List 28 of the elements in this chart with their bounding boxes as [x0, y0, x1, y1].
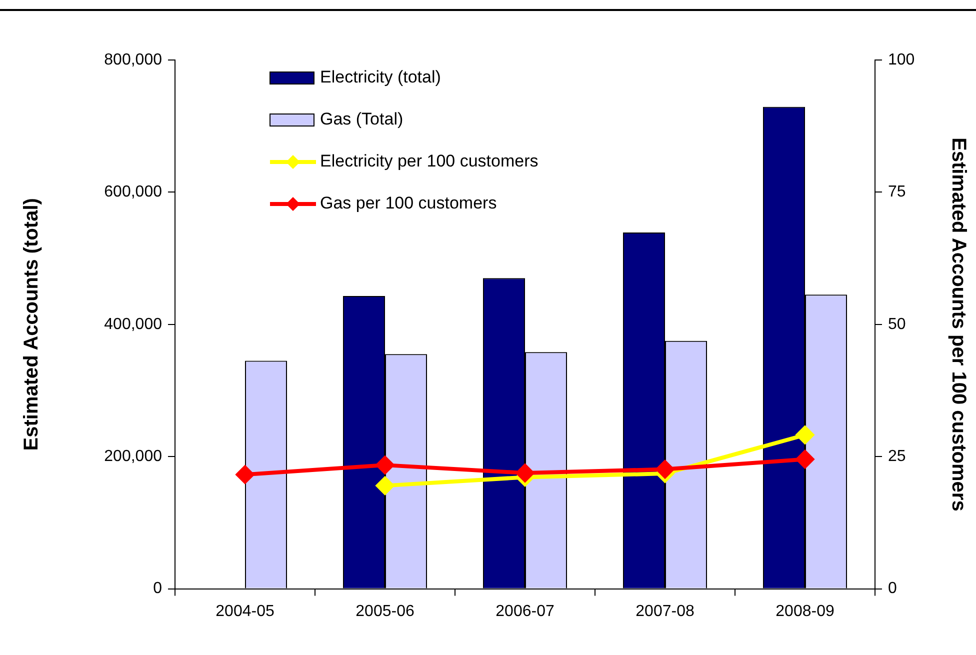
- y-axis-title: Estimated Accounts (total): [20, 198, 43, 451]
- y2-tick-label: 100: [888, 51, 915, 68]
- y-tick-label: 0: [153, 580, 162, 598]
- point: [516, 464, 534, 482]
- legend-label: Electricity per 100 customers: [320, 152, 538, 171]
- point: [376, 476, 394, 495]
- y-tick-label: 200,000: [104, 448, 162, 466]
- x-tick-label: 2004-05: [216, 602, 274, 620]
- x-tick-label: 2007-08: [636, 602, 694, 620]
- y-tick-label: 800,000: [104, 51, 162, 68]
- y2-tick-label: 0: [888, 580, 897, 598]
- y-tick-label: 600,000: [104, 184, 162, 201]
- legend-label: Electricity (total): [320, 68, 441, 87]
- x-tick-label: 2008-09: [776, 602, 834, 620]
- y-tick-label: 400,000: [104, 316, 162, 333]
- legend-label: Gas per 100 customers: [320, 194, 497, 213]
- y2-axis-title: Estimated Accounts per 100 customers: [947, 137, 970, 512]
- point: [796, 450, 814, 468]
- point: [236, 466, 254, 484]
- x-tick-label: 2005-06: [356, 602, 414, 620]
- legend-label: Gas (Total): [320, 110, 404, 129]
- point: [376, 456, 394, 474]
- point: [656, 460, 674, 478]
- y2-tick-label: 75: [888, 184, 906, 201]
- y2-tick-label: 25: [888, 448, 906, 466]
- y2-tick-label: 50: [888, 316, 906, 333]
- point: [796, 426, 814, 444]
- x-tick-label: 2006-07: [496, 602, 554, 620]
